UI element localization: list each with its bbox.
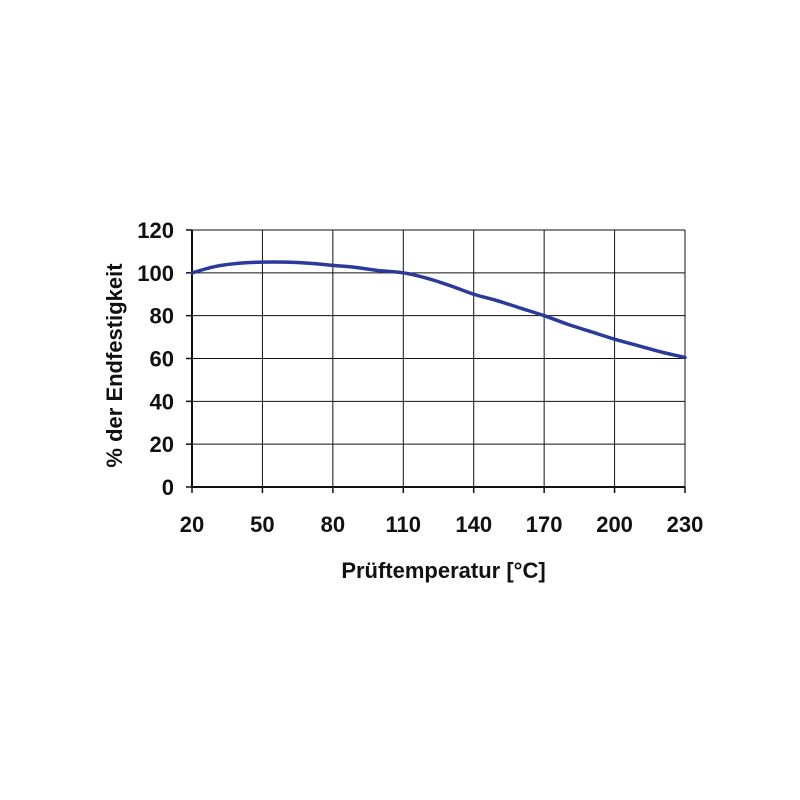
x-tick-label: 200 [596,512,633,537]
y-axis-title: % der Endfestigkeit [102,263,127,468]
grid [191,229,686,488]
x-tick-label: 80 [321,512,345,537]
x-tick-label: 50 [250,512,274,537]
y-tick-label: 0 [162,475,174,500]
series-line [190,260,687,360]
x-tick-label: 170 [526,512,563,537]
y-tick-label: 40 [150,389,174,414]
y-tick-label: 20 [150,432,174,457]
x-axis-title: Prüftemperatur [°C] [341,558,545,583]
x-tick-label: 140 [455,512,492,537]
x-tick-label: 20 [180,512,204,537]
y-tick-label: 60 [150,347,174,372]
y-tick-label: 120 [137,218,174,243]
y-tick-label: 80 [150,304,174,329]
y-tick-label: 100 [137,261,174,286]
axes [186,229,686,493]
series-layer [190,260,687,360]
x-tick-label: 110 [386,512,422,537]
x-tick-label: 230 [667,512,704,537]
